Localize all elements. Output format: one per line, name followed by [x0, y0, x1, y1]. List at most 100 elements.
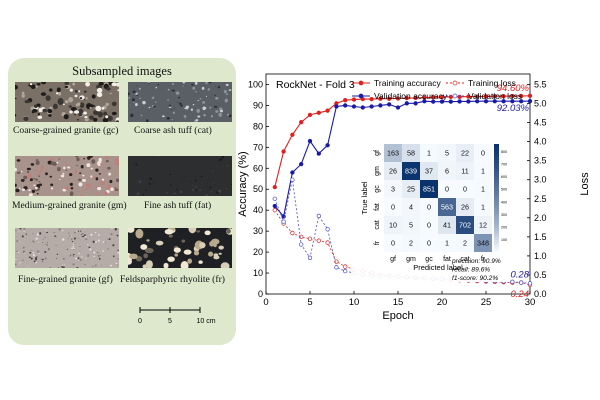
cm-y-tick: gf — [374, 150, 381, 156]
rock-samples-panel: Subsampled images Coarse-grained granite… — [8, 58, 236, 345]
scale-bar: 0 5 10 cm — [138, 307, 216, 325]
cm-value: 163 — [387, 149, 399, 158]
series-point-0 — [316, 110, 321, 115]
series-point-2 — [466, 99, 471, 104]
cm-x-tick: gf — [390, 256, 396, 263]
y2-tick-label: 5.0 — [534, 99, 547, 109]
series-point-0 — [501, 94, 506, 99]
cm-y-tick: gc — [374, 185, 381, 193]
cm-value: 563 — [441, 203, 453, 212]
series-point-3 — [527, 281, 533, 286]
cm-cell — [438, 180, 456, 198]
cm-cell — [456, 162, 474, 180]
rock-image-fine-ash-tuff — [128, 155, 233, 197]
y-tick-label: 70 — [253, 142, 263, 152]
cm-cell — [474, 216, 492, 234]
series-point-2 — [413, 101, 418, 106]
cm-value: 2 — [409, 239, 413, 248]
series-point-0 — [439, 94, 445, 100]
y-tick-label: 60 — [253, 163, 263, 173]
cm-cell — [402, 180, 420, 198]
legend-label: Training loss — [468, 78, 516, 88]
cm-cell — [402, 144, 420, 162]
y2-tick-label: 2.5 — [534, 194, 547, 204]
caption-coarse-granite: Coarse-grained granite (gc) — [13, 125, 119, 136]
series-point-2 — [316, 151, 321, 156]
legend-label: Validation loss — [468, 91, 522, 101]
cm-value: 839 — [405, 167, 417, 176]
cm-value: 6 — [445, 167, 449, 176]
series-point-2 — [439, 99, 445, 104]
cm-cell — [456, 234, 474, 252]
series-point-3 — [325, 227, 330, 232]
cm-y-tick: gm — [374, 166, 381, 176]
cm-value: 0 — [391, 239, 395, 248]
cm-value: 5 — [445, 149, 449, 158]
y-tick-label: 90 — [253, 100, 263, 110]
legend-marker — [452, 80, 458, 86]
cm-x-tick: fr — [481, 256, 486, 263]
cm-value: 58 — [407, 149, 415, 158]
cm-value: 4 — [409, 203, 413, 212]
y2-tick-label: 3.5 — [534, 156, 547, 166]
cm-x-tick: gm — [406, 256, 416, 263]
cm-y-tick: cat — [374, 220, 381, 229]
cm-cell — [438, 198, 456, 216]
cm-cell — [384, 198, 402, 216]
series-point-3 — [343, 268, 348, 274]
series-point-2 — [325, 143, 330, 148]
series-point-2 — [519, 99, 524, 104]
cm-value: 2 — [463, 239, 467, 248]
series-point-3 — [290, 177, 295, 182]
series-point-0 — [510, 93, 515, 99]
cm-value: 41 — [443, 221, 451, 230]
series-point-0 — [395, 96, 401, 101]
series-point-2 — [527, 99, 533, 104]
cm-value: 5 — [409, 221, 413, 230]
cm-value: 702 — [459, 221, 471, 230]
panel-title: Subsampled images — [72, 64, 172, 78]
cm-cell — [456, 180, 474, 198]
series-point-2 — [334, 104, 339, 109]
x-tick-label: 0 — [263, 297, 268, 308]
caption-fine-granite: Fine-grained granite (gf) — [18, 274, 113, 285]
series-point-2 — [404, 101, 409, 106]
cm-cell — [402, 162, 420, 180]
y2-tick-label: 1.0 — [534, 251, 547, 261]
cm-cell — [402, 198, 420, 216]
legend-marker — [452, 93, 458, 99]
cm-cell — [438, 144, 456, 162]
cm-value: 1 — [481, 185, 485, 194]
x-axis-label: Epoch — [382, 310, 413, 322]
y-axis-label: Accuracy (%) — [237, 151, 249, 216]
cm-cell — [384, 180, 402, 198]
legend-label: Training accuracy — [374, 78, 442, 88]
x-tick-label: 25 — [481, 297, 492, 308]
x-tick-label: 10 — [349, 297, 360, 308]
series-point-0 — [325, 108, 330, 113]
end-label: 92.03% — [497, 103, 530, 114]
cm-cell — [456, 144, 474, 162]
series-point-0 — [343, 98, 348, 103]
cm-value: 11 — [461, 167, 468, 176]
cm-cell — [474, 144, 492, 162]
cm-x-tick: gc — [425, 256, 433, 263]
cm-cell — [420, 180, 438, 198]
rock-image-coarse-ash-tuff — [127, 80, 232, 123]
scale-tick-0: 0 — [138, 318, 142, 325]
series-point-0 — [351, 97, 357, 102]
cm-value: 26 — [389, 167, 397, 176]
cm-value: 26 — [461, 203, 469, 212]
cm-cell — [420, 234, 438, 252]
cm-cell — [456, 216, 474, 234]
cm-value: 348 — [477, 239, 489, 248]
cm-cell — [402, 216, 420, 234]
series-point-2 — [448, 99, 453, 104]
series-point-2 — [492, 99, 497, 104]
caption-medium-granite: Medium-grained granite (gm) — [12, 200, 127, 211]
series-point-2 — [422, 99, 427, 104]
cm-cell — [438, 234, 456, 252]
y2-axis-label: Loss — [579, 172, 591, 196]
series-point-2 — [475, 99, 480, 104]
training-chart: 0 5 10 15 20 25 3001020304050607080901000.00.5… — [237, 73, 591, 322]
